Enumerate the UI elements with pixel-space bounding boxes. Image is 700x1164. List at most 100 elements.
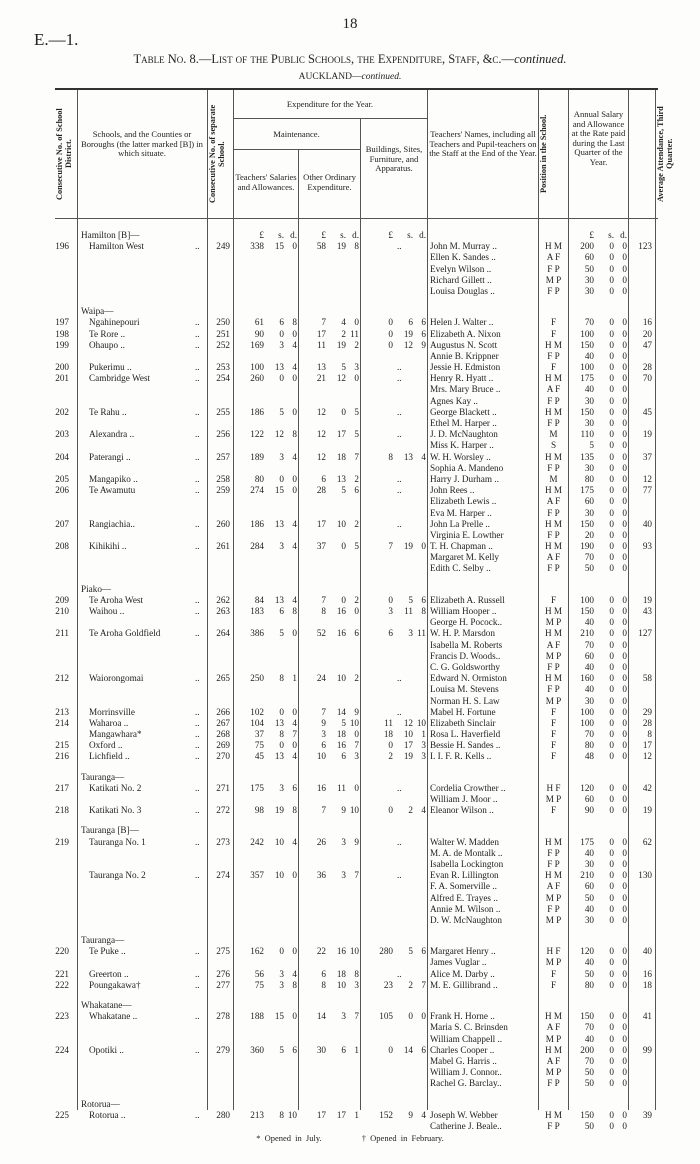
teacher-salary-shillings: 0 bbox=[609, 870, 614, 881]
teacher-salary-shillings: 0 bbox=[609, 507, 614, 518]
school-row: 210 Waihou .... 263 183 6 8 8 16 0 3 11 8 43 William … bbox=[55, 606, 658, 617]
other-expenditure-shillings: 16 bbox=[336, 740, 346, 751]
school-row: 219 Tauranga No. 1.. 273 242 10 4 26 3 9.. 62 Walt… bbox=[55, 837, 658, 848]
teacher-salary-pounds: 30 bbox=[584, 274, 594, 285]
leader-dots: .. bbox=[195, 328, 200, 339]
teacher-name: J. D. McNaughton bbox=[430, 429, 498, 440]
teacher-salary-pounds: 200 bbox=[580, 1044, 594, 1055]
teacher-salary-shillings: 0 bbox=[609, 673, 614, 684]
buildings-pounds: 23 bbox=[383, 979, 393, 990]
buildings: .. bbox=[397, 706, 402, 717]
teachers-salaries-shillings: 10 bbox=[274, 836, 284, 847]
teacher-name: Evelyn Wilson .. bbox=[430, 263, 492, 274]
leader-dots: .. bbox=[195, 541, 200, 552]
buildings: .. bbox=[397, 241, 402, 252]
teacher-salary-pounds: 30 bbox=[584, 914, 594, 925]
school-row: 217 Katikati No. 2.. 271 175 3 6 16 11 0.. 42 Cord… bbox=[55, 783, 658, 794]
group-heading: Whakatane— bbox=[81, 1000, 132, 1010]
teachers-salaries-pence: 0 bbox=[292, 373, 297, 384]
teachers-salaries-shillings: 0 bbox=[279, 740, 284, 751]
teacher-salary-pounds: 150 bbox=[580, 1011, 594, 1022]
teacher-name: Jessie H. Edmiston bbox=[430, 362, 501, 373]
table-line: Waipa— bbox=[55, 306, 658, 317]
teachers-salaries-shillings: 5 bbox=[279, 628, 284, 639]
buildings-pence: 4 bbox=[421, 805, 426, 816]
teacher-salary-shillings: 0 bbox=[609, 628, 614, 639]
unit-pence: d. bbox=[419, 230, 426, 240]
school-row: 212 Waiorongomai.. 265 250 8 1 24 10 2.. 58 Edward… bbox=[55, 673, 658, 684]
teacher-salary-pence: 0 bbox=[622, 968, 627, 979]
average-attendance: 42 bbox=[642, 782, 652, 793]
teacher-salary-pence: 0 bbox=[622, 805, 627, 816]
teacher-salary-shillings: 0 bbox=[609, 518, 614, 529]
teacher-position: M P bbox=[545, 1033, 562, 1044]
teacher-position: H M bbox=[544, 628, 563, 639]
teacher-salary-pounds: 70 bbox=[584, 317, 594, 328]
teacher-salary-pounds: 30 bbox=[584, 418, 594, 428]
table-line: Agnes Kay .. F P 30 0 0 bbox=[55, 396, 658, 407]
teachers-salaries-pounds: 100 bbox=[250, 362, 264, 373]
teacher-salary-pence: 0 bbox=[622, 903, 627, 914]
district-number: 205 bbox=[55, 473, 69, 484]
buildings: .. bbox=[397, 429, 402, 440]
teacher-position: H M bbox=[544, 1109, 563, 1120]
buildings-pence: 3 bbox=[421, 740, 426, 751]
leader-dots: .. bbox=[195, 673, 200, 684]
school-number: 277 bbox=[216, 979, 230, 990]
teacher-salary-shillings: 0 bbox=[609, 661, 614, 672]
buildings-pounds: 280 bbox=[379, 946, 393, 957]
buildings-pence: 4 bbox=[421, 1109, 426, 1120]
teacher-position: H M bbox=[544, 518, 563, 529]
teacher-name: C. G. Goldsworthy bbox=[430, 661, 500, 672]
average-attendance: 19 bbox=[642, 429, 652, 440]
school-row: 224 Opotiki .... 279 360 5 6 30 6 1 0 14 6 99 Charles… bbox=[55, 1045, 658, 1056]
teachers-salaries-pence: 0 bbox=[292, 473, 297, 484]
other-expenditure-pence: 0 bbox=[354, 782, 359, 793]
district-number: 218 bbox=[55, 805, 69, 816]
teacher-name: Edward N. Ormiston bbox=[430, 673, 507, 684]
table-line: Miss K. Harper .. S 5 0 0 bbox=[55, 440, 658, 451]
teacher-salary-pounds: 80 bbox=[584, 473, 594, 484]
teacher-position: M P bbox=[545, 957, 562, 968]
teachers-salaries-pounds: 242 bbox=[250, 836, 264, 847]
teacher-salary-pence: 0 bbox=[622, 274, 627, 285]
teacher-position: H M bbox=[544, 339, 563, 350]
teacher-salary-shillings: 0 bbox=[609, 241, 614, 252]
teachers-salaries-shillings: 0 bbox=[279, 473, 284, 484]
teacher-salary-pounds: 70 bbox=[584, 1055, 594, 1066]
table-line: Tauranga— bbox=[55, 935, 658, 946]
teacher-position: A F bbox=[546, 881, 561, 892]
buildings-pounds: 0 bbox=[388, 317, 393, 328]
district-number: 224 bbox=[55, 1044, 69, 1055]
teacher-name: Elizabeth Sinclair bbox=[430, 717, 496, 728]
school-name: Pukerimu .. bbox=[89, 362, 132, 373]
buildings-pence: 6 bbox=[421, 946, 426, 957]
other-expenditure-pounds: 7 bbox=[321, 594, 326, 605]
teachers-salaries-pence: 4 bbox=[292, 836, 297, 847]
teachers-salaries-pounds: 386 bbox=[250, 628, 264, 639]
other-expenditure-shillings: 0 bbox=[341, 594, 346, 605]
teacher-salary-pounds: 100 bbox=[580, 717, 594, 728]
teacher-name: D. W. McNaughton bbox=[430, 914, 502, 925]
teacher-salary-shillings: 0 bbox=[609, 406, 614, 417]
buildings-pence: 10 bbox=[416, 717, 426, 728]
buildings-shillings: 12 bbox=[403, 717, 413, 728]
teachers-salaries-shillings: 3 bbox=[279, 451, 284, 462]
teachers-salaries-pounds: 90 bbox=[254, 328, 264, 339]
school-row: 199 Ohaupo .... 252 169 3 4 11 19 2 0 12 9 47 Augustu… bbox=[55, 340, 658, 351]
leader-dots: .. bbox=[195, 979, 200, 990]
buildings-shillings: 5 bbox=[408, 594, 413, 605]
average-attendance: 19 bbox=[642, 805, 652, 816]
buildings: .. bbox=[397, 373, 402, 384]
teacher-salary-pounds: 80 bbox=[584, 979, 594, 990]
teacher-name: Richard Gillett .. bbox=[430, 274, 492, 285]
teacher-salary-pounds: 175 bbox=[580, 373, 594, 384]
table-line: Richard Gillett .. M P 30 0 0 bbox=[55, 275, 658, 286]
other-expenditure-pounds: 7 bbox=[321, 805, 326, 816]
teacher-salary-pounds: 135 bbox=[580, 451, 594, 462]
other-expenditure-shillings: 3 bbox=[341, 1011, 346, 1022]
buildings-pounds: 0 bbox=[388, 328, 393, 339]
district-number: 225 bbox=[55, 1109, 69, 1120]
average-attendance: 37 bbox=[642, 451, 652, 462]
other-expenditure-pounds: 12 bbox=[316, 429, 326, 440]
